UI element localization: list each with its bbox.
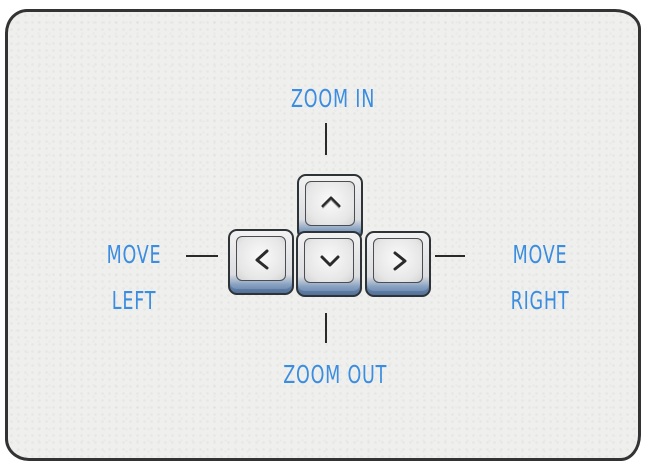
zoom-out-label: ZOOM OUT [283, 360, 388, 389]
zoom-in-label: ZOOM IN [291, 84, 376, 113]
right-arrow-key [365, 231, 431, 297]
move-left-connector [186, 255, 218, 257]
move-left-label-line1: MOVE [106, 240, 162, 269]
arrow-up-icon [321, 196, 341, 209]
key-cap [304, 238, 354, 283]
move-left-label-line2: LEFT [111, 286, 157, 315]
move-left-label: MOVE LEFT [103, 232, 165, 324]
move-right-label-line2: RIGHT [510, 286, 570, 315]
zoom-out-connector [325, 313, 327, 343]
move-right-label-line1: MOVE [512, 240, 568, 269]
key-cap [236, 236, 286, 281]
move-right-label: MOVE RIGHT [509, 232, 571, 324]
key-cap [373, 238, 423, 283]
arrow-left-icon [255, 249, 269, 270]
key-cap [305, 181, 355, 226]
left-arrow-key [228, 229, 294, 295]
arrow-right-icon [393, 251, 407, 271]
zoom-in-connector [325, 123, 327, 155]
down-arrow-key [296, 231, 362, 297]
move-right-connector [435, 255, 465, 257]
arrow-down-icon [320, 255, 340, 267]
